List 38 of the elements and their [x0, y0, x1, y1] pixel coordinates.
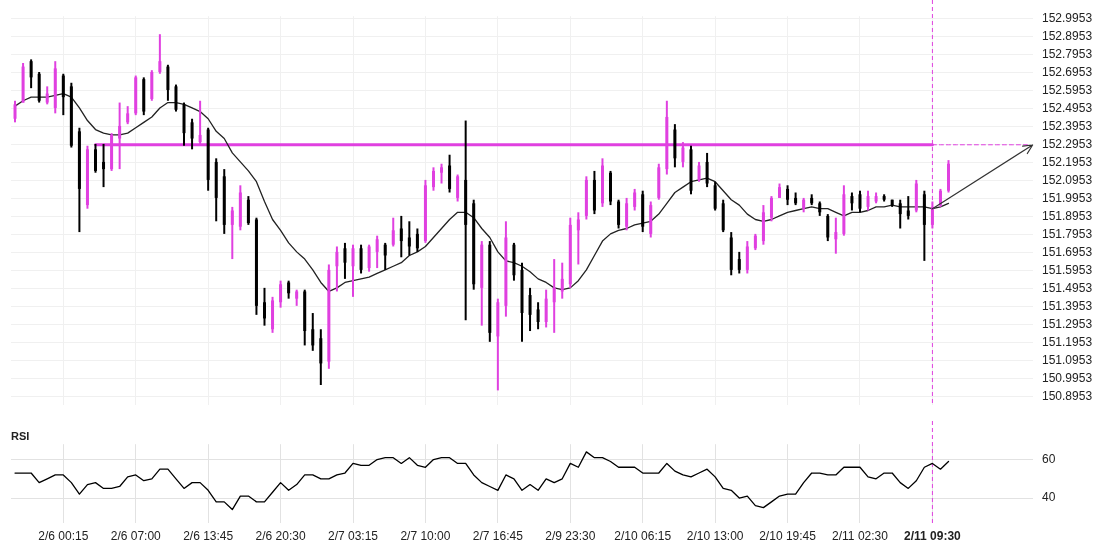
x-tick-label: 2/6 20:30: [255, 528, 306, 543]
y-tick-label: 152.7953: [1042, 47, 1093, 62]
y-tick-label: 151.7953: [1042, 227, 1093, 242]
y-tick-label: 151.6953: [1042, 245, 1093, 260]
y-tick-label: 152.2953: [1042, 137, 1093, 152]
chart-title: RSI: [11, 429, 30, 442]
y-tick-label: 152.0953: [1042, 173, 1093, 188]
y-tick-label: 152.1953: [1042, 155, 1093, 170]
y-tick-label: 152.8953: [1042, 29, 1093, 44]
y-tick-label: 151.4953: [1042, 281, 1093, 296]
y-tick-label: 151.8953: [1042, 209, 1093, 224]
x-tick-label: 2/11 09:30: [904, 528, 962, 543]
y-tick-label: 60: [1042, 451, 1056, 466]
x-tick-label: 2/10 06:15: [614, 528, 672, 543]
x-tick-label: 2/9 23:30: [545, 528, 596, 543]
y-tick-label: 150.8953: [1042, 388, 1093, 403]
x-tick-label: 2/7 03:15: [327, 528, 379, 543]
y-tick-label: 151.0953: [1042, 352, 1093, 367]
x-tick-label: 2/11 02:30: [832, 528, 889, 543]
x-tick-label: 2/7 10:00: [400, 528, 451, 543]
x-tick-label: 2/7 16:45: [472, 528, 524, 543]
y-tick-label: 152.3953: [1042, 119, 1093, 134]
y-tick-label: 151.9953: [1042, 191, 1093, 206]
y-tick-label: 152.5953: [1042, 83, 1093, 98]
y-tick-label: 151.5953: [1042, 263, 1093, 278]
x-tick-label: 2/10 13:00: [686, 528, 744, 543]
y-tick-label: 150.9953: [1042, 370, 1093, 385]
y-tick-label: 152.4953: [1042, 101, 1093, 116]
x-tick-label: 2/6 13:45: [183, 528, 234, 543]
y-tick-label: 152.6953: [1042, 65, 1093, 80]
y-tick-label: 152.9953: [1042, 11, 1093, 26]
y-tick-label: 40: [1042, 490, 1056, 505]
x-tick-label: 2/6 07:00: [110, 528, 162, 543]
y-tick-label: 151.2953: [1042, 317, 1093, 331]
y-tick-label: 151.1953: [1042, 334, 1093, 349]
x-tick-label: 2/10 19:45: [759, 528, 817, 543]
y-tick-label: 151.3953: [1042, 299, 1093, 314]
x-tick-label: 2/6 00:15: [38, 528, 89, 543]
